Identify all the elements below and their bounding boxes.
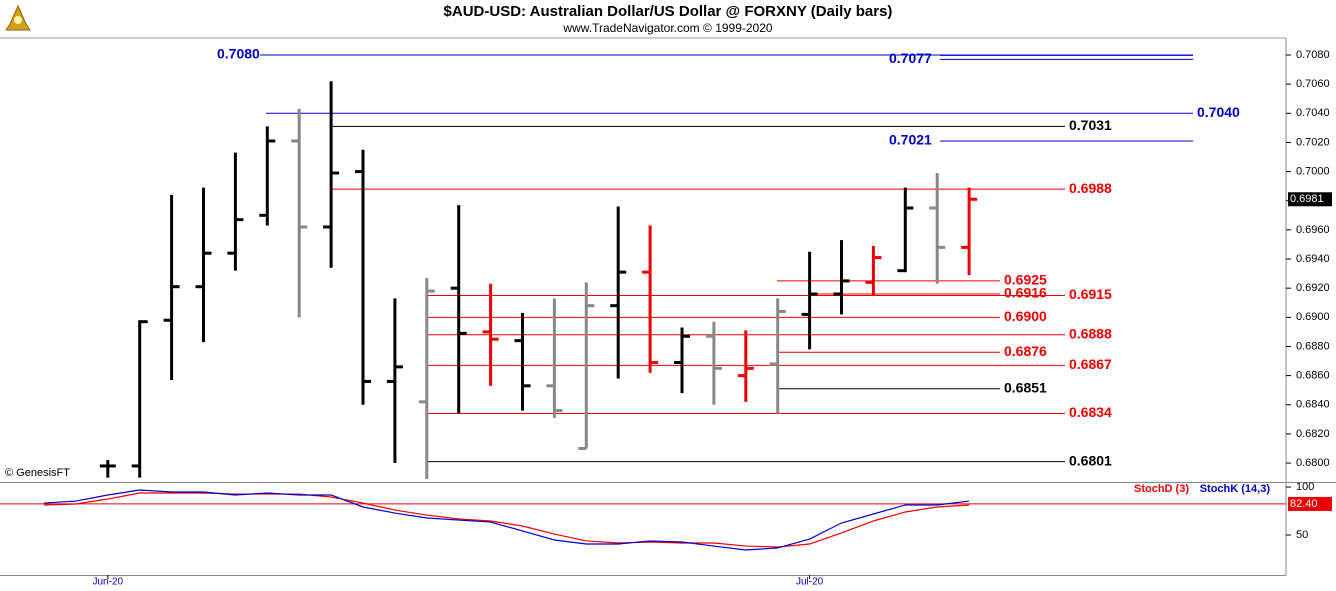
y-tick-label: 0.7000 xyxy=(1296,165,1330,177)
chart-subtitle: www.TradeNavigator.com © 1999-2020 xyxy=(562,21,772,35)
price-level-label: 0.6915 xyxy=(1069,286,1112,302)
price-level-label: 0.6801 xyxy=(1069,452,1112,468)
price-level-label: 0.6916 xyxy=(1004,285,1047,301)
price-level-label: 0.6988 xyxy=(1069,180,1112,196)
price-level-label: 0.6900 xyxy=(1004,308,1047,324)
chart-title: $AUD-USD: Australian Dollar/US Dollar @ … xyxy=(444,3,893,20)
logo xyxy=(5,4,31,31)
legend-entry: StochK (14,3) xyxy=(1200,483,1271,495)
price-level-label: 0.6851 xyxy=(1004,379,1047,395)
y-tick-label: 50 xyxy=(1296,529,1308,541)
logo-dot xyxy=(14,16,22,24)
last-price-box xyxy=(1288,192,1332,207)
stoch-line xyxy=(43,489,970,551)
y-tick-label: 0.6880 xyxy=(1296,340,1330,352)
watermark: © GenesisFT xyxy=(5,467,70,479)
price-level-label: 0.6925 xyxy=(1004,272,1047,288)
price-level-label: 0.6876 xyxy=(1004,343,1047,359)
last-price-label: 0.6981 xyxy=(1290,193,1324,205)
y-tick-label: 0.6800 xyxy=(1296,457,1330,469)
y-tick-label: 0.7080 xyxy=(1296,49,1330,61)
y-tick-label: 0.6900 xyxy=(1296,311,1330,323)
reference-label: 82.40 xyxy=(1290,498,1318,510)
price-level-label: 0.7021 xyxy=(889,132,932,148)
y-tick-label: 0.6860 xyxy=(1296,370,1330,382)
legend-entry: StochD (3) xyxy=(1134,483,1189,495)
y-tick-label: 0.7020 xyxy=(1296,136,1330,148)
y-tick-label: 0.7060 xyxy=(1296,78,1330,90)
price-level-label: 0.7080 xyxy=(217,46,260,62)
y-tick-label: 0.6960 xyxy=(1296,224,1330,236)
price-level-label: 0.6834 xyxy=(1069,404,1112,420)
y-tick-label: 100 xyxy=(1296,481,1314,493)
price-level-label: 0.6867 xyxy=(1069,356,1112,372)
price-level-label: 0.7031 xyxy=(1069,117,1112,133)
price-level-label: 0.7077 xyxy=(889,50,932,66)
y-tick-label: 0.6920 xyxy=(1296,282,1330,294)
price-level-label: 0.6888 xyxy=(1069,326,1112,342)
stoch-line xyxy=(43,492,970,548)
y-tick-label: 0.6840 xyxy=(1296,399,1330,411)
y-tick-label: 0.7040 xyxy=(1296,107,1330,119)
reference-box xyxy=(1288,496,1332,511)
y-tick-label: 0.6940 xyxy=(1296,253,1330,265)
x-tick-label: Jul-20 xyxy=(796,577,824,588)
x-tick-label: Jun-20 xyxy=(93,577,124,588)
y-tick-label: 0.6820 xyxy=(1296,428,1330,440)
price-level-label: 0.7040 xyxy=(1197,104,1240,120)
